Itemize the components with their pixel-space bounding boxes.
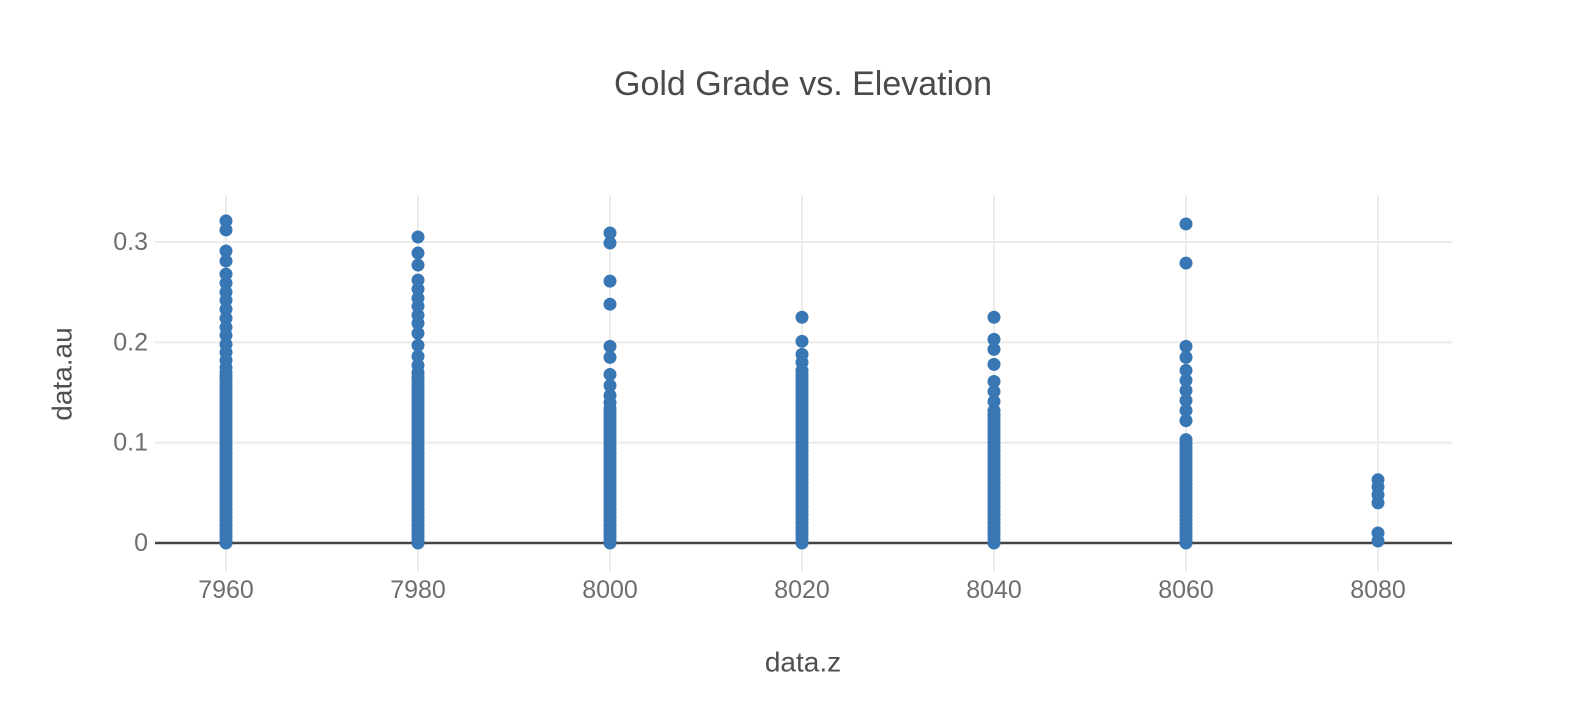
- data-point[interactable]: [603, 536, 617, 550]
- data-point[interactable]: [219, 276, 233, 290]
- data-point[interactable]: [219, 267, 233, 281]
- data-point[interactable]: [1179, 217, 1193, 231]
- data-point[interactable]: [987, 374, 1001, 388]
- x-tick-label: 8060: [1158, 576, 1214, 604]
- data-point[interactable]: [411, 246, 425, 260]
- data-point[interactable]: [603, 274, 617, 288]
- data-point[interactable]: [411, 536, 425, 550]
- data-point[interactable]: [411, 230, 425, 244]
- data-point[interactable]: [603, 297, 617, 311]
- data-point[interactable]: [1179, 394, 1193, 408]
- data-point[interactable]: [219, 244, 233, 258]
- data-point[interactable]: [987, 395, 1001, 409]
- x-axis-title: data.z: [765, 647, 841, 678]
- chart-title: Gold Grade vs. Elevation: [614, 65, 992, 103]
- data-point[interactable]: [1179, 414, 1193, 428]
- x-tick-label: 8000: [582, 576, 638, 604]
- data-point[interactable]: [987, 342, 1001, 356]
- data-point[interactable]: [1179, 339, 1193, 353]
- scatter-points: [219, 214, 1385, 550]
- data-point[interactable]: [411, 338, 425, 352]
- data-point[interactable]: [411, 316, 425, 330]
- x-tick-label: 8020: [774, 576, 830, 604]
- data-point[interactable]: [1371, 534, 1385, 548]
- y-tick-label: 0: [134, 529, 148, 557]
- data-point[interactable]: [411, 299, 425, 313]
- y-axis-title: data.au: [47, 327, 78, 420]
- data-point[interactable]: [411, 282, 425, 296]
- data-point[interactable]: [795, 310, 809, 324]
- x-tick-label: 7960: [198, 576, 254, 604]
- data-point[interactable]: [603, 226, 617, 240]
- data-point[interactable]: [795, 334, 809, 348]
- data-point[interactable]: [1179, 404, 1193, 418]
- data-point[interactable]: [219, 254, 233, 268]
- data-point[interactable]: [987, 310, 1001, 324]
- data-point[interactable]: [1371, 496, 1385, 510]
- data-point[interactable]: [603, 378, 617, 392]
- data-point[interactable]: [1179, 536, 1193, 550]
- data-point[interactable]: [603, 236, 617, 250]
- data-point[interactable]: [987, 384, 1001, 398]
- data-point[interactable]: [219, 214, 233, 228]
- data-point[interactable]: [219, 328, 233, 342]
- y-tick-labels: 0 0.1 0.2 0.3: [113, 228, 148, 557]
- y-tick-label: 0.3: [113, 228, 148, 256]
- data-point[interactable]: [795, 536, 809, 550]
- data-point[interactable]: [411, 349, 425, 363]
- data-point[interactable]: [219, 311, 233, 325]
- data-point[interactable]: [1179, 256, 1193, 270]
- data-point[interactable]: [987, 332, 1001, 346]
- data-point[interactable]: [987, 536, 1001, 550]
- data-point[interactable]: [219, 536, 233, 550]
- data-point[interactable]: [603, 350, 617, 364]
- data-point[interactable]: [987, 357, 1001, 371]
- data-point[interactable]: [603, 367, 617, 381]
- data-point[interactable]: [219, 302, 233, 316]
- x-tick-label: 8080: [1350, 576, 1406, 604]
- data-point[interactable]: [411, 326, 425, 340]
- data-point[interactable]: [1179, 350, 1193, 364]
- y-tick-label: 0.1: [113, 429, 148, 457]
- data-point[interactable]: [219, 223, 233, 237]
- x-tick-labels: 7960 7980 8000 8020 8040 8060 8080: [198, 576, 1406, 604]
- data-point[interactable]: [603, 339, 617, 353]
- data-point[interactable]: [1179, 383, 1193, 397]
- data-point[interactable]: [411, 273, 425, 287]
- data-point[interactable]: [1179, 373, 1193, 387]
- data-point[interactable]: [1179, 363, 1193, 377]
- data-point[interactable]: [219, 293, 233, 307]
- data-point[interactable]: [411, 258, 425, 272]
- x-tick-label: 8040: [966, 576, 1022, 604]
- y-tick-label: 0.2: [113, 328, 148, 356]
- x-tick-label: 7980: [390, 576, 446, 604]
